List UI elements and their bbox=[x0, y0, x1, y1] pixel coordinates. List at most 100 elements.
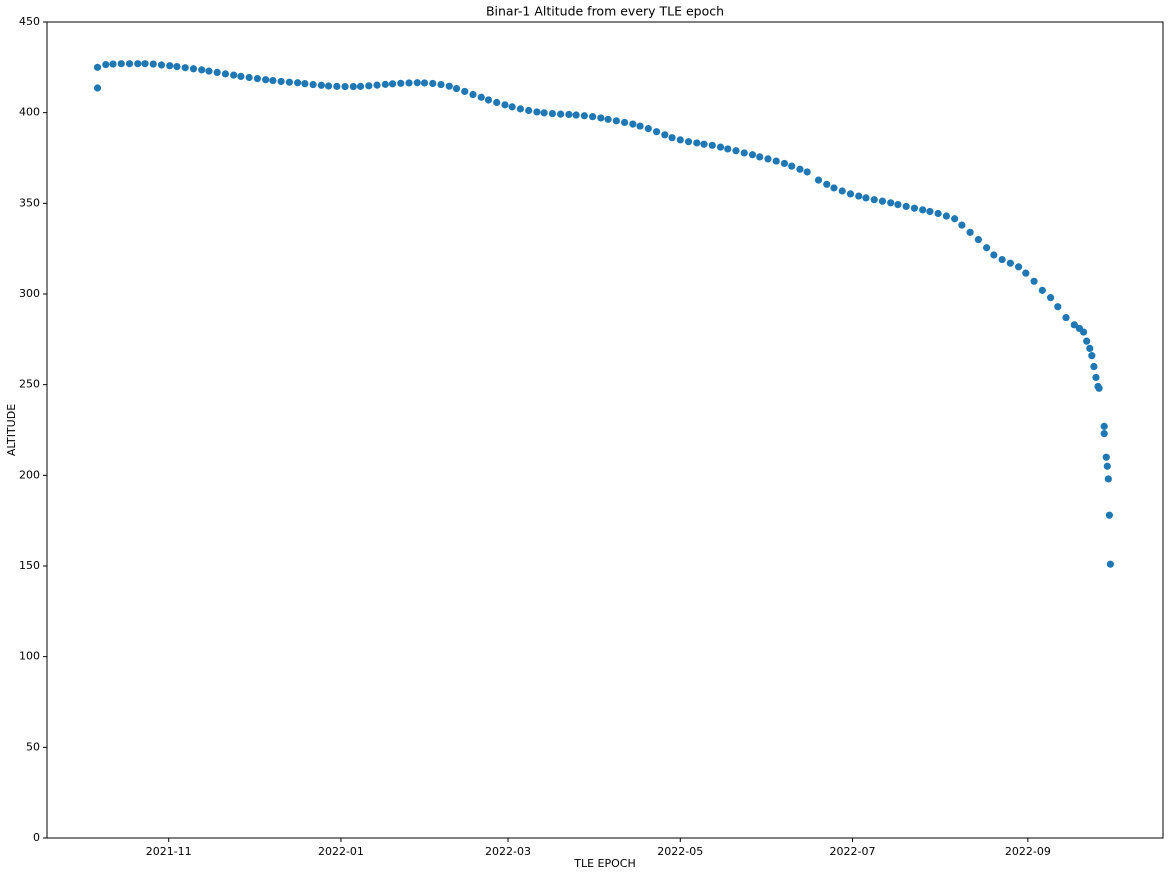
x-axis-label: TLE EPOCH bbox=[573, 857, 636, 870]
point bbox=[1104, 475, 1112, 483]
y-tick-label: 400 bbox=[19, 106, 40, 119]
y-tick-label: 50 bbox=[26, 740, 40, 753]
point bbox=[942, 212, 951, 220]
point bbox=[934, 209, 942, 218]
point bbox=[93, 63, 102, 71]
y-tick-label: 0 bbox=[33, 831, 40, 844]
point bbox=[830, 184, 838, 192]
point bbox=[636, 122, 644, 130]
y-tick-label: 100 bbox=[19, 650, 40, 663]
point bbox=[262, 76, 270, 84]
point bbox=[1022, 269, 1030, 277]
y-tick-label: 250 bbox=[19, 378, 40, 391]
point bbox=[508, 103, 516, 111]
point bbox=[285, 78, 293, 86]
point bbox=[998, 255, 1006, 264]
point bbox=[620, 118, 629, 127]
point bbox=[887, 199, 895, 207]
point bbox=[684, 138, 693, 146]
point bbox=[1088, 352, 1096, 360]
y-tick-label: 450 bbox=[19, 15, 40, 28]
point bbox=[493, 98, 501, 107]
point bbox=[668, 134, 676, 142]
point bbox=[1054, 303, 1062, 311]
point bbox=[612, 117, 620, 125]
x-tick-label: 2022-05 bbox=[657, 845, 703, 858]
x-tick-label: 2022-03 bbox=[485, 845, 531, 858]
point bbox=[1100, 422, 1108, 430]
point bbox=[230, 71, 238, 79]
y-tick-label: 150 bbox=[19, 559, 40, 572]
point bbox=[838, 187, 846, 195]
point bbox=[966, 228, 974, 236]
point bbox=[1105, 511, 1113, 519]
point bbox=[237, 72, 245, 80]
point bbox=[213, 68, 221, 77]
point bbox=[301, 80, 309, 88]
point bbox=[700, 140, 708, 148]
point bbox=[870, 196, 878, 204]
point bbox=[525, 106, 533, 115]
point bbox=[772, 157, 780, 165]
point bbox=[166, 62, 174, 70]
point bbox=[181, 64, 189, 72]
point bbox=[516, 105, 525, 113]
point bbox=[134, 60, 142, 68]
point bbox=[958, 221, 966, 229]
point bbox=[397, 79, 405, 87]
point bbox=[221, 70, 230, 78]
point bbox=[1046, 294, 1055, 302]
point bbox=[420, 79, 429, 87]
point bbox=[974, 236, 982, 244]
point bbox=[429, 79, 437, 88]
point bbox=[437, 80, 445, 89]
y-tick-label: 350 bbox=[19, 196, 40, 209]
chart-title: Binar-1 Altitude from every TLE epoch bbox=[486, 4, 724, 19]
point bbox=[572, 111, 580, 119]
point bbox=[878, 197, 887, 205]
point bbox=[764, 155, 772, 163]
point bbox=[910, 204, 919, 212]
point bbox=[469, 90, 477, 99]
point bbox=[381, 80, 389, 88]
point bbox=[1062, 313, 1070, 322]
point bbox=[477, 93, 485, 101]
point bbox=[652, 128, 661, 136]
point bbox=[341, 82, 349, 91]
point bbox=[565, 110, 573, 119]
point bbox=[309, 80, 317, 89]
point bbox=[732, 147, 740, 155]
point bbox=[716, 143, 725, 151]
point bbox=[324, 82, 333, 90]
point bbox=[1090, 362, 1098, 371]
point bbox=[951, 215, 959, 223]
point bbox=[1102, 453, 1110, 461]
x-tick-label: 2022-09 bbox=[1005, 845, 1051, 858]
point bbox=[803, 168, 811, 176]
point bbox=[796, 165, 804, 173]
point bbox=[484, 96, 493, 104]
point bbox=[644, 125, 652, 133]
point bbox=[1086, 344, 1094, 352]
point bbox=[846, 190, 855, 198]
point bbox=[548, 109, 556, 118]
point bbox=[198, 66, 206, 74]
point bbox=[724, 145, 732, 153]
point bbox=[1092, 373, 1100, 382]
point bbox=[365, 82, 373, 90]
point bbox=[756, 153, 764, 161]
point bbox=[862, 194, 870, 202]
point bbox=[317, 81, 325, 89]
y-tick-label: 200 bbox=[19, 468, 40, 481]
point bbox=[597, 114, 605, 122]
point bbox=[1070, 321, 1078, 329]
point bbox=[902, 202, 910, 211]
point bbox=[990, 251, 998, 259]
point bbox=[93, 84, 102, 92]
point bbox=[356, 82, 365, 90]
x-tick-label: 2022-01 bbox=[318, 845, 364, 858]
point bbox=[557, 110, 565, 118]
